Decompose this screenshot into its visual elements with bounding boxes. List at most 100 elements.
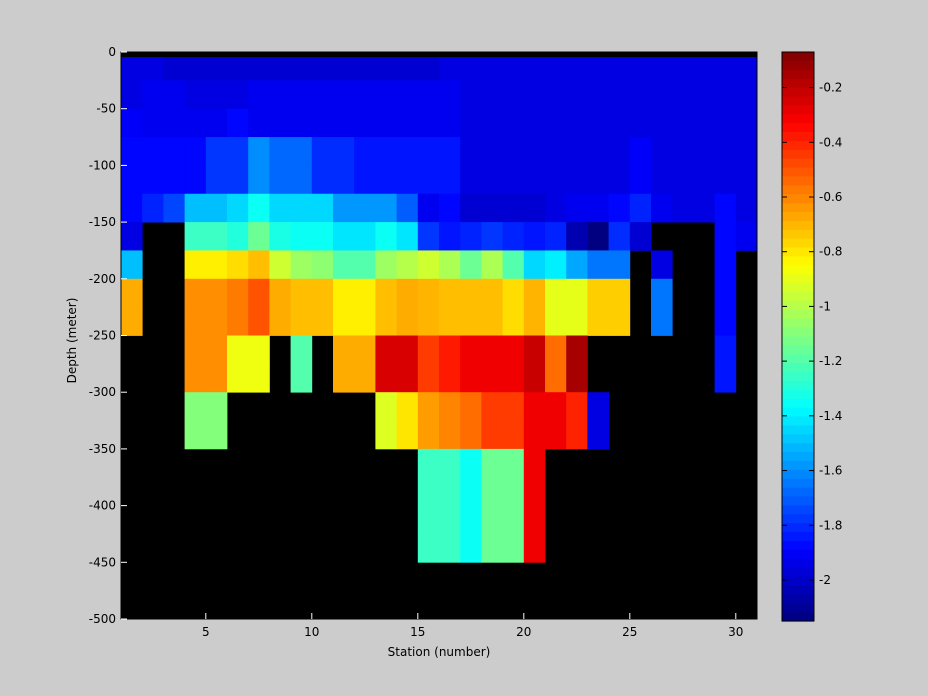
heatmap-cell [545, 80, 567, 110]
heatmap-cell [481, 222, 503, 251]
y-tick-label: -300 [89, 385, 116, 399]
heatmap-cell [121, 165, 143, 195]
heatmap-cell [502, 363, 525, 393]
heatmap-cell [417, 278, 440, 308]
heatmap-cell [651, 250, 673, 280]
colorbar-step [782, 140, 814, 151]
y-tick-label: -200 [89, 272, 116, 286]
heatmap-cell [545, 52, 567, 81]
heatmap-cell [227, 278, 249, 308]
heatmap-cell [608, 108, 631, 138]
heatmap-cell [523, 363, 546, 393]
colorbar-step [782, 336, 814, 346]
heatmap-cell [735, 165, 758, 195]
heatmap-cell [672, 108, 694, 138]
heatmap-cell [481, 278, 503, 308]
colorbar-step [782, 158, 814, 169]
x-tick-label: 25 [622, 625, 637, 639]
colorbar-step [782, 52, 814, 62]
heatmap-cell [651, 278, 673, 308]
heatmap-cell [184, 193, 207, 223]
plot-area [120, 51, 758, 620]
heatmap-cell [269, 222, 291, 251]
heatmap-cell [227, 307, 249, 336]
heatmap-cell [142, 137, 164, 166]
heatmap-cell [121, 80, 143, 110]
colorbar-step [782, 434, 814, 444]
heatmap-cell [545, 108, 567, 138]
heatmap-cell [417, 222, 440, 251]
colorbar-step [782, 238, 814, 249]
heatmap-cell [523, 165, 546, 195]
colorbar-step [782, 229, 814, 240]
heatmap-cell [121, 137, 143, 166]
heatmap-cell [502, 533, 525, 563]
heatmap-cell [439, 448, 461, 478]
heatmap-cell [629, 165, 652, 195]
heatmap-cell [460, 335, 482, 365]
heatmap-cell [502, 505, 525, 535]
y-tick-label: -500 [89, 612, 116, 626]
heatmap-cell [481, 392, 503, 421]
colorbar-step [782, 123, 814, 133]
heatmap-cell [693, 165, 715, 195]
heatmap-cell [205, 335, 228, 365]
heatmap-cell [629, 52, 652, 81]
heatmap-cell [205, 80, 228, 110]
heatmap-cell [354, 193, 376, 223]
heatmap-cell [651, 108, 673, 138]
heatmap-cell [417, 420, 440, 450]
colorbar-step [782, 594, 814, 604]
heatmap-cell [481, 137, 503, 166]
heatmap-cell [163, 80, 185, 110]
heatmap-cell [587, 420, 609, 450]
heatmap-cell [502, 222, 525, 251]
colorbar-step [782, 274, 814, 284]
heatmap-cell [205, 392, 228, 421]
heatmap-cell [163, 193, 185, 223]
x-tick-label: 10 [304, 625, 319, 639]
heatmap-cell [142, 80, 164, 110]
heatmap-cell [523, 392, 546, 421]
heatmap-cell [205, 137, 228, 166]
heatmap-cell [142, 52, 164, 81]
colorbar-step [782, 567, 814, 578]
heatmap-cell [439, 137, 461, 166]
colorbar-step [782, 256, 814, 266]
heatmap-cell [396, 420, 419, 450]
heatmap-cell [460, 222, 482, 251]
colorbar-step [782, 292, 814, 302]
heatmap-cell [269, 307, 291, 336]
y-tick-label: -350 [89, 442, 116, 456]
heatmap-cell [523, 505, 546, 535]
heatmap-cell [587, 52, 609, 81]
heatmap-cell [375, 307, 397, 336]
heatmap-cell [651, 52, 673, 81]
heatmap-cell [290, 137, 313, 166]
colorbar-tick-label: -1.6 [819, 464, 842, 478]
heatmap-cell [333, 335, 355, 365]
heatmap-cell [502, 108, 525, 138]
heatmap-cell [566, 420, 588, 450]
heatmap-cell [523, 448, 546, 478]
heatmap-cell [672, 80, 694, 110]
heatmap-cell [290, 108, 313, 138]
heatmap-cell [354, 278, 376, 308]
heatmap-cell [205, 52, 228, 81]
heatmap-cell [523, 477, 546, 506]
heatmap-cell [205, 193, 228, 223]
heatmap-cell [651, 80, 673, 110]
heatmap-cell [354, 222, 376, 251]
colorbar-step [782, 300, 814, 311]
heatmap-cell [566, 363, 588, 393]
heatmap-cell [545, 137, 567, 166]
heatmap-cell [439, 108, 461, 138]
heatmap-cell [290, 363, 313, 393]
heatmap-cell [651, 193, 673, 223]
heatmap-cell [629, 193, 652, 223]
heatmap-cell [545, 363, 567, 393]
y-tick-label: -450 [89, 555, 116, 569]
heatmap-cell [354, 250, 376, 280]
heatmap-cell [545, 420, 567, 450]
heatmap-cell [269, 278, 291, 308]
